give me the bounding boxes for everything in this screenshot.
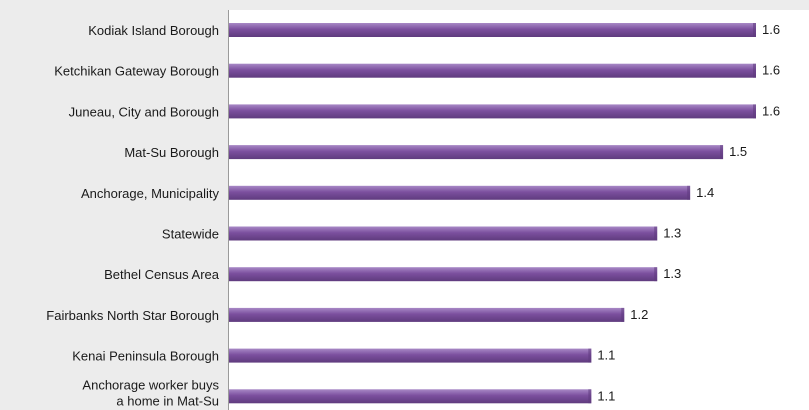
value-label: 1.6 [762, 103, 780, 118]
value-label: 1.3 [663, 266, 681, 281]
bar [229, 307, 625, 322]
bar [229, 63, 756, 78]
bar-end-cap [753, 23, 756, 37]
category-label: Mat-Su Borough [124, 145, 219, 160]
category-label: Statewide [162, 227, 219, 242]
bar [229, 226, 658, 241]
bar-end-cap [753, 104, 756, 119]
bar [229, 348, 592, 363]
bar-end-cap [588, 389, 592, 404]
bar [229, 23, 756, 37]
bar-end-cap [720, 145, 724, 160]
bar [229, 104, 756, 119]
value-label: 1.4 [696, 185, 714, 200]
value-label: 1.1 [597, 388, 615, 403]
bar [229, 185, 691, 200]
bar-end-cap [621, 307, 625, 322]
bar-end-cap [687, 185, 691, 200]
category-label: Fairbanks North Star Borough [46, 308, 219, 323]
category-label: Juneau, City and Borough [69, 104, 219, 119]
category-label: Bethel Census Area [104, 267, 220, 282]
category-label: Anchorage worker buys a home in Mat-Su [82, 377, 219, 408]
category-label: Kenai Peninsula Borough [72, 349, 219, 364]
value-label: 1.2 [630, 307, 648, 322]
bar-end-cap [654, 267, 658, 282]
bar [229, 145, 724, 160]
category-label: Anchorage, Municipality [81, 186, 220, 201]
bar-end-cap [654, 226, 658, 241]
bar [229, 267, 658, 282]
value-label: 1.5 [729, 144, 747, 159]
value-label: 1.1 [597, 348, 615, 363]
value-label: 1.3 [663, 226, 681, 241]
bar-end-cap [588, 348, 592, 363]
bar-end-cap [753, 63, 756, 78]
value-label: 1.6 [762, 22, 780, 37]
category-label: Kodiak Island Borough [88, 23, 219, 38]
category-label: Ketchikan Gateway Borough [54, 64, 219, 79]
bar [229, 389, 592, 404]
value-label: 1.6 [762, 63, 780, 78]
